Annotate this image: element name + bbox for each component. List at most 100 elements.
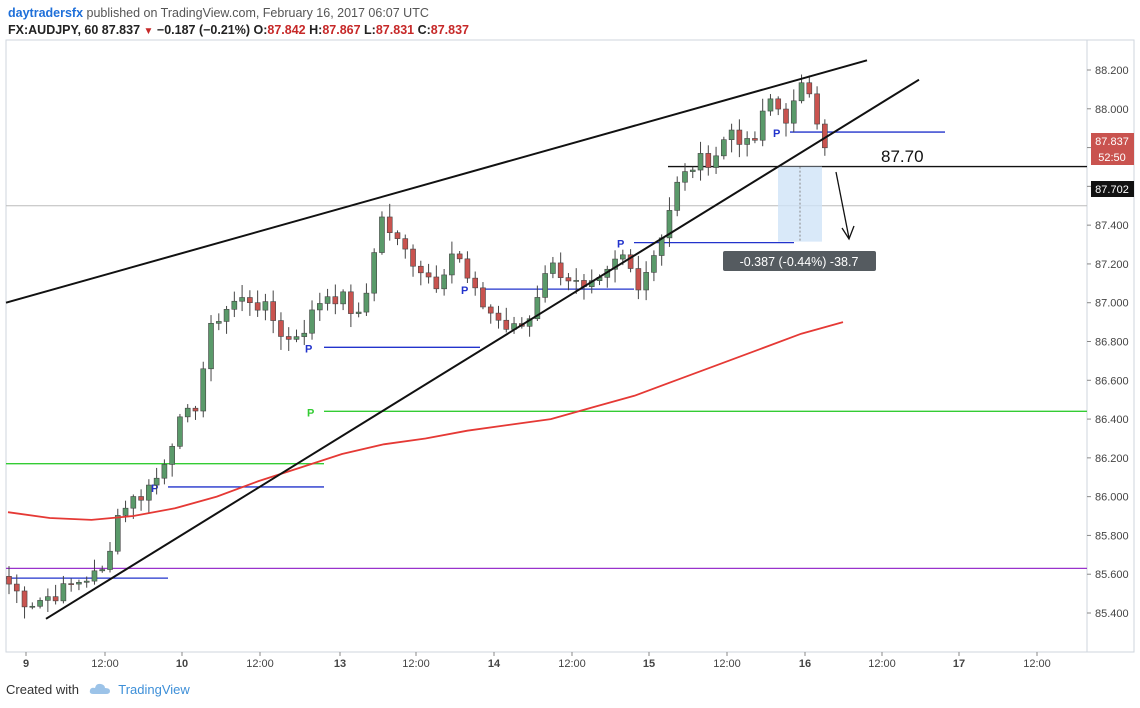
candle-body[interactable]: [324, 296, 331, 304]
candle-body[interactable]: [114, 515, 121, 552]
candle-body[interactable]: [169, 446, 175, 465]
candle-body[interactable]: [643, 272, 649, 291]
candle-body[interactable]: [45, 596, 51, 601]
candle-body[interactable]: [790, 100, 797, 124]
candle-body[interactable]: [262, 301, 269, 311]
candle-body[interactable]: [425, 272, 432, 278]
candle-body[interactable]: [386, 216, 393, 233]
candle-body[interactable]: [340, 291, 346, 305]
candle-body[interactable]: [620, 254, 626, 260]
candle-body[interactable]: [348, 291, 354, 314]
candle-body[interactable]: [177, 416, 183, 447]
candle-body[interactable]: [674, 181, 681, 211]
lower-trendline[interactable]: [45, 78, 920, 620]
candle-body[interactable]: [775, 98, 782, 110]
candle-body[interactable]: [83, 580, 90, 583]
candle-body[interactable]: [759, 110, 766, 141]
candle-body[interactable]: [394, 232, 401, 239]
candle-body[interactable]: [285, 336, 292, 340]
candle-body[interactable]: [550, 262, 556, 274]
candle-body[interactable]: [37, 600, 43, 607]
candle-body[interactable]: [161, 464, 168, 479]
candle-body[interactable]: [13, 583, 20, 592]
candle-body[interactable]: [68, 583, 74, 585]
candle-body[interactable]: [464, 258, 471, 279]
candle-body[interactable]: [814, 93, 820, 125]
candle-body[interactable]: [60, 583, 67, 602]
candle-body[interactable]: [215, 321, 222, 324]
candle-body[interactable]: [239, 297, 245, 302]
candle-body[interactable]: [480, 287, 486, 308]
candle-body[interactable]: [231, 300, 238, 310]
candle-body[interactable]: [184, 407, 191, 418]
candle-body[interactable]: [192, 407, 199, 412]
candle-body[interactable]: [130, 496, 137, 509]
candle-body[interactable]: [309, 309, 315, 334]
candle-body[interactable]: [122, 507, 129, 516]
candle-body[interactable]: [6, 576, 12, 585]
candle-body[interactable]: [783, 108, 789, 124]
candle-body[interactable]: [713, 155, 719, 168]
candle-body[interactable]: [557, 262, 564, 278]
candle-body[interactable]: [363, 292, 370, 313]
candle-body[interactable]: [99, 569, 106, 572]
candle-body[interactable]: [52, 596, 59, 602]
candle-body[interactable]: [402, 238, 409, 250]
tradingview-link[interactable]: TradingView: [118, 682, 190, 697]
candle-body[interactable]: [316, 303, 323, 311]
candle-body[interactable]: [752, 138, 758, 141]
candle-body[interactable]: [21, 590, 28, 608]
candle-body[interactable]: [223, 308, 230, 322]
candle-body[interactable]: [449, 253, 455, 276]
candle-body[interactable]: [627, 254, 634, 269]
candle-body[interactable]: [573, 280, 580, 282]
candle-body[interactable]: [418, 265, 424, 274]
candle-body[interactable]: [293, 336, 300, 340]
candle-body[interactable]: [806, 82, 813, 95]
candle-body[interactable]: [736, 129, 743, 145]
moving-average-line[interactable]: [7, 321, 844, 521]
candle-body[interactable]: [767, 98, 774, 112]
candle-body[interactable]: [705, 153, 712, 168]
candle-body[interactable]: [254, 302, 261, 311]
candle-body[interactable]: [29, 605, 36, 608]
candle-body[interactable]: [682, 171, 688, 183]
candle-body[interactable]: [355, 311, 362, 314]
candle-body[interactable]: [107, 550, 113, 570]
candle-body[interactable]: [410, 248, 416, 267]
candle-body[interactable]: [697, 153, 704, 171]
candle-body[interactable]: [208, 322, 214, 370]
candle-body[interactable]: [91, 570, 98, 582]
candle-body[interactable]: [153, 477, 160, 486]
candle-body[interactable]: [495, 312, 502, 321]
candle-body[interactable]: [635, 268, 642, 291]
candle-body[interactable]: [565, 277, 572, 282]
candle-body[interactable]: [332, 296, 339, 305]
candle-body[interactable]: [689, 169, 696, 172]
candle-body[interactable]: [744, 138, 750, 145]
candle-body[interactable]: [301, 332, 308, 337]
candle-body[interactable]: [270, 301, 276, 321]
candle-body[interactable]: [138, 496, 144, 501]
candle-body[interactable]: [503, 319, 510, 330]
upper-trendline[interactable]: [5, 59, 868, 304]
candle-body[interactable]: [666, 210, 673, 239]
candle-body[interactable]: [371, 252, 377, 294]
candle-body[interactable]: [534, 297, 541, 320]
candle-body[interactable]: [798, 82, 805, 102]
candle-body[interactable]: [487, 306, 494, 314]
candle-body[interactable]: [721, 139, 727, 157]
candle-body[interactable]: [379, 216, 385, 253]
candle-body[interactable]: [728, 129, 735, 141]
candle-body[interactable]: [76, 582, 82, 585]
candle-body[interactable]: [278, 320, 284, 337]
candle-body[interactable]: [441, 274, 447, 290]
candle-body[interactable]: [456, 253, 463, 260]
author-link[interactable]: daytradersfx: [8, 6, 84, 20]
candle-body[interactable]: [612, 258, 618, 270]
candle-body[interactable]: [200, 368, 207, 412]
candle-body[interactable]: [542, 273, 548, 298]
candle-body[interactable]: [472, 277, 479, 289]
candle-body[interactable]: [146, 484, 152, 501]
